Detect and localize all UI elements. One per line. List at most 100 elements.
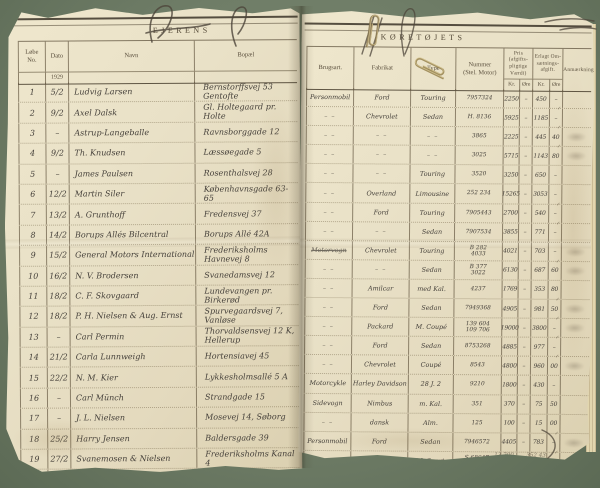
pencil-smudge (566, 132, 587, 142)
entry-date-text: – (55, 169, 60, 179)
owner-residence-text: Gl. Holtegaard pr. Holte (203, 102, 277, 121)
row-number-text: 14 (28, 352, 39, 363)
remark (560, 319, 589, 337)
vehicle-make-text: Ford (373, 208, 389, 217)
owner-name: N. V. Brodersen (69, 265, 195, 285)
price-kr: 4405 (500, 433, 516, 451)
entry-date-text: 15/2 (49, 250, 68, 260)
price-ore-text: – (523, 190, 527, 198)
owner-name-text: J. L. Nielsen (76, 413, 126, 423)
price-ore: – (519, 128, 532, 146)
vehicle-use: – – (305, 279, 352, 297)
row-number-text: 8 (30, 230, 36, 240)
entry-date: 22/2 (47, 368, 70, 388)
vehicle-number: 351 (453, 395, 501, 413)
vehicle-make-text: Ford (372, 341, 388, 350)
tax-ore-text: – (552, 324, 556, 332)
page-stack-edge (586, 24, 596, 452)
price-kr-text: 2250 (504, 94, 519, 103)
right-page-title: KØRETØJETS (380, 32, 466, 43)
owner-name: General Motors International (69, 245, 195, 265)
price-kr: 100 (500, 414, 516, 432)
owner-name-text: C. F. Skovgaard (75, 291, 139, 301)
vehicle-ledger-row: – – Ford Sedan 8753268 4885–977– ✓ (304, 336, 589, 357)
vehicle-type-text: Sedan (421, 265, 442, 274)
vehicle-ledger-row: – – – – – – 3025 5715–1143 80 ✓ (306, 145, 591, 166)
vehicle-number-text: 351 (471, 400, 483, 407)
entry-date: 15/2 (46, 246, 69, 266)
vehicle-use-text: – – (321, 417, 334, 426)
col-header-fabrikat: Fabrikat (353, 47, 410, 89)
vehicle-use-text: – – (322, 341, 334, 350)
vehicle-type-text: M. Sport (415, 456, 445, 465)
row-number-text: 18 (29, 434, 40, 444)
vehicle-make-text: – – (375, 150, 388, 159)
tax-kr-text: 687 (534, 267, 546, 275)
price-kr-text: 6130 (502, 266, 518, 274)
vehicle-number-text: 252 234 (466, 190, 491, 197)
tax-kr: 3053 (531, 185, 548, 203)
price-kr-text: 4800 (502, 362, 517, 370)
row-number: 11 (19, 287, 46, 307)
owner-name-text: Carla Lunnweigh (75, 352, 146, 362)
entry-date: 25/2 (47, 429, 70, 449)
tax-kr-text: 783 (532, 438, 544, 447)
tax-ore: – (547, 376, 560, 394)
pencil-smudge (565, 266, 586, 276)
right-table-body: Personmobil Ford Touring 7957324 2250–450– – … (303, 88, 591, 472)
owner-residence-text: Ravnsborggade 12 (203, 127, 280, 137)
vehicle-make: Harley Davidson (351, 375, 408, 394)
owner-name: Carla Lunnweigh (70, 347, 196, 367)
vehicle-use: – – (305, 260, 352, 278)
vehicle-make: Ford (353, 88, 410, 107)
vehicle-make: Ford (350, 432, 407, 451)
pencil-smudge (565, 304, 586, 314)
owner-name-text: Svanemosen & Nielsen (76, 454, 171, 464)
entry-date: – (46, 164, 69, 184)
price-ore-text: – (522, 362, 526, 370)
tax-kr: 75 (530, 395, 547, 413)
price-kr: 1800 (501, 376, 517, 394)
entry-date-text: 22/2 (49, 373, 68, 383)
pencil-tick: ✓ (554, 431, 559, 437)
price-ore-text: – (523, 266, 527, 275)
tax-ore: – (548, 166, 561, 184)
vehicle-number-text: 7907534 (465, 228, 492, 236)
vehicle-make: dansk (350, 413, 407, 432)
vehicle-type: Sedan (410, 108, 455, 126)
vehicle-make: – – (352, 222, 409, 241)
vehicle-type-text: Sedan (421, 342, 442, 351)
col-header-bopael: Bopæl (194, 40, 297, 71)
col-header-nummer: Nummer (Stel. Motor) (455, 48, 503, 90)
owner-residence-text: Frederiksholms Havnevej 8 (204, 245, 268, 264)
vehicle-type-text: Sedan (420, 437, 441, 446)
row-number-text: 5 (30, 169, 36, 179)
tax-kr-text: 445 (535, 133, 547, 141)
owner-residence: Lykkesholmsallé 5 A (196, 367, 299, 387)
vehicle-use: – – (304, 336, 351, 354)
col-header-navn: Navn (68, 41, 194, 72)
tax-ore: 60 ✓ (548, 262, 561, 280)
entry-date-text: 18/2 (49, 291, 68, 301)
entry-date: – (45, 123, 68, 143)
vehicle-number: 3865 (455, 127, 503, 145)
vehicle-number-text: H. 8136 (467, 114, 492, 121)
vehicle-use: – – (303, 451, 350, 469)
vehicle-use: – – (304, 317, 351, 335)
price-kr-text: 4021 (503, 247, 518, 255)
tax-ore-text: – (552, 343, 556, 351)
price-ore: – (518, 166, 531, 184)
vehicle-number: 125 (452, 414, 500, 432)
vehicle-use: – – (306, 107, 353, 125)
tax-kr-text: 960 (533, 362, 545, 370)
vehicle-make-text: Harley Davidson (352, 379, 407, 389)
vehicle-use: – – (306, 145, 353, 163)
row-number: 13 (20, 327, 47, 347)
vehicle-make: – – (353, 146, 410, 165)
vehicle-type: Touring (409, 203, 454, 221)
owner-residence: Københavnsgade 63-65 (195, 183, 298, 203)
tax-ore-text: 00 (549, 419, 558, 428)
entry-date: – (47, 470, 70, 488)
vehicle-make-text: Ford (372, 303, 388, 312)
